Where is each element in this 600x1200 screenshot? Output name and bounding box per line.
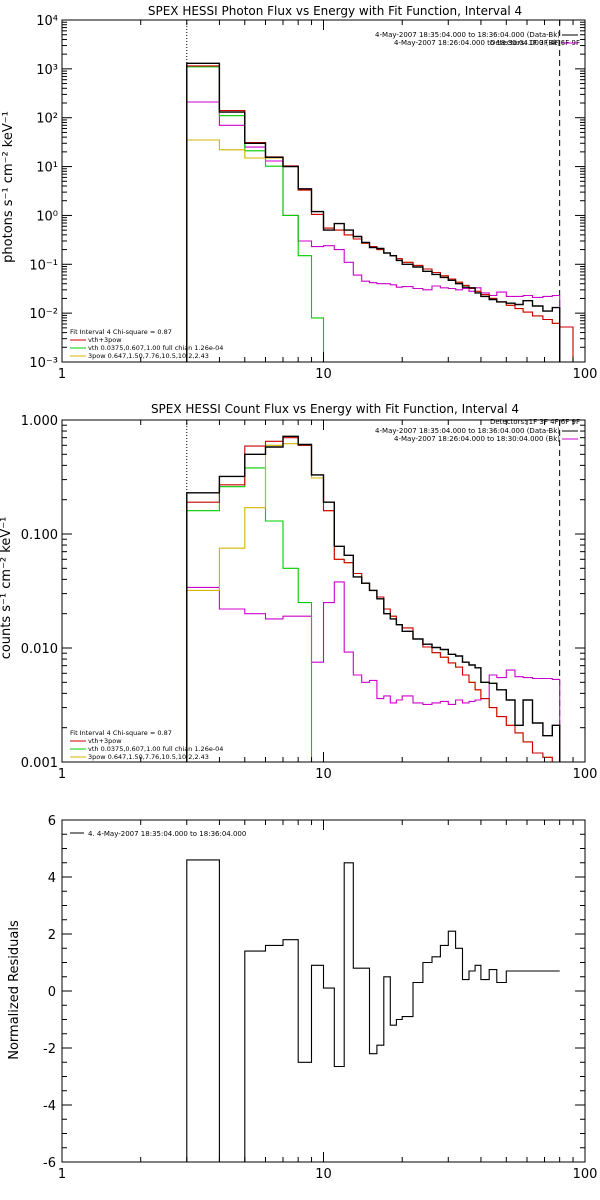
photon-ytick-label: 10² [36,112,58,127]
count-fit-line-1: vth+3pow [88,737,122,745]
photon-detectors: Detectors: 1F 3F 4F 6F 9F [490,39,580,47]
photon-ytick-label: 10⁴ [36,14,58,29]
photon-legend-data: 4-May-2007 18:35:04.000 to 18:36:04.000 … [375,31,560,39]
residuals-ytick-label: 2 [48,928,56,943]
photon-fit-line-2: vth 0.0375,0.607,1.00 full chian 1.26e-0… [88,344,223,352]
photon-flux-panel: SPEX HESSI Photon Flux vs Energy with Fi… [1,4,597,382]
count-ylabel: counts s⁻¹ cm⁻² keV⁻¹ [0,517,14,660]
count-legend-bk: 4-May-2007 18:26:04.000 to 18:30:04.000 … [394,435,560,443]
count-ytick-label: 0.100 [21,528,58,543]
photon-title: SPEX HESSI Photon Flux vs Energy with Fi… [148,4,522,18]
photon-series-data-bk [186,62,561,362]
count-xtick-label: 1 [58,767,66,782]
count-flux-panel: SPEX HESSI Count Flux vs Energy with Fit… [0,402,597,782]
residuals-ytick-label: 6 [48,814,56,829]
photon-xtick-label: 1 [58,367,66,382]
count-fit-header: Fit Interval 4 Chi-square = 0.87 [70,729,172,737]
residuals-panel: Normalized Residuals 4. 4-May-2007 18:35… [7,814,597,1182]
count-xtick-label: 10 [315,767,332,782]
photon-legend-bk: 4-May-2007 18:26:04.000 to 18:30:04.000 … [394,39,560,47]
photon-ylabel: photons s⁻¹ cm⁻² keV⁻¹ [1,111,16,263]
count-legend-data: 4-May-2007 18:35:04.000 to 18:36:04.000 … [375,427,560,435]
photon-ytick-label: 10⁻³ [29,356,58,371]
residuals-xtick-label: 1 [58,1167,66,1182]
count-ytick-label: 0.010 [21,642,58,657]
residuals-ytick-label: 0 [48,985,56,1000]
count-fit-line-2: vth 0.0375,0.607,1.00 full chian 1.26e-0… [88,745,223,753]
photon-xtick-label: 100 [573,367,598,382]
count-xtick-label: 100 [573,767,598,782]
count-ytick-label: 0.001 [21,756,58,771]
residuals-ytick-label: -4 [43,1099,56,1114]
count-title: SPEX HESSI Count Flux vs Energy with Fit… [151,402,519,416]
residuals-ylabel: Normalized Residuals [7,920,22,1060]
photon-ytick-label: 10³ [36,63,58,78]
residuals-xtick-label: 100 [573,1167,598,1182]
photon-ytick-label: 10⁻¹ [29,258,58,273]
count-fit-line-3: 3pow 0.647,1.50,7.76,10.5,10.2,2.43 [88,753,209,761]
photon-xtick-label: 10 [315,367,332,382]
residuals-series-residuals [186,859,560,1162]
residuals-xtick-label: 10 [315,1167,332,1182]
photon-fit-line-1: vth+3pow [88,336,122,344]
residuals-ytick-label: -2 [43,1042,56,1057]
count-detectors: Detectors: 1F 3F 4F 6F 9F [490,418,580,426]
photon-ytick-label: 10⁰ [36,209,58,224]
photon-series-bk [186,101,561,362]
photon-ytick-label: 10¹ [36,161,58,176]
photon-fit-header: Fit Interval 4 Chi-square = 0.87 [70,328,172,336]
photon-fit-line-3: 3pow 0.647,1.50,7.76,10.5,10.2,2.43 [88,352,209,360]
residuals-ytick-label: 4 [48,871,56,886]
photon-ytick-label: 10⁻² [29,307,58,322]
residuals-ytick-label: -6 [43,1156,56,1171]
residuals-legend: 4. 4-May-2007 18:35:04.000 to 18:36:04.0… [88,830,246,838]
count-series-data-bk [186,435,561,762]
count-ytick-label: 1.000 [21,414,58,429]
